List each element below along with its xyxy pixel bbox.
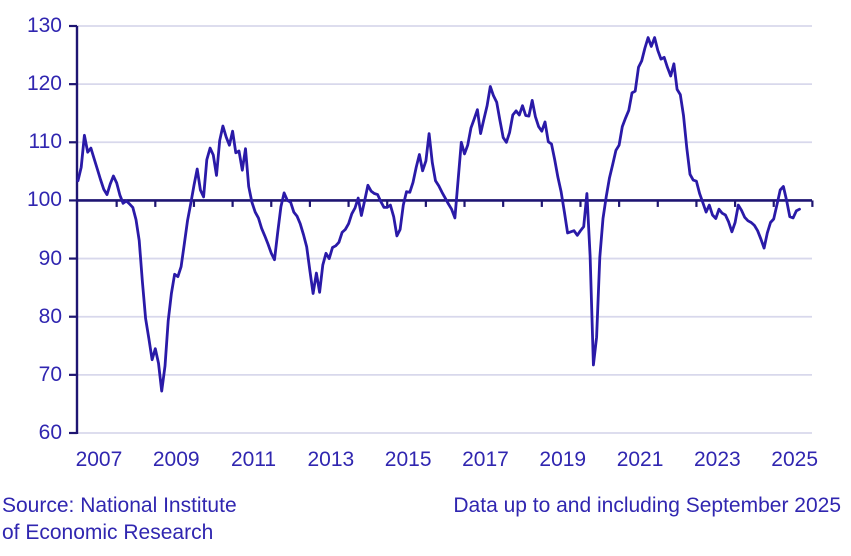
x-tick-label: 2015 [384,448,432,471]
x-tick-label: 2013 [307,448,355,471]
y-tick-label: 90 [38,246,62,270]
y-tick-label: 120 [26,72,62,96]
y-tick-label: 110 [28,130,62,154]
x-tick-label: 2011 [230,448,277,471]
source-text: Source: National Institute of Economic R… [2,492,237,546]
y-axis [69,24,79,435]
x-tick-label: 2009 [152,448,200,471]
y-tick-label: 100 [26,188,62,212]
series-path [76,36,801,393]
year-ticks [115,200,814,207]
x-tick-label: 2025 [771,448,819,471]
x-tick-label: 2023 [694,448,741,471]
x-tick-label: 2021 [616,448,664,471]
y-tick-label: 60 [38,421,62,444]
data-note: Data up to and including September 2025 [453,494,841,517]
source-line-1: Source: National Institute [2,494,237,517]
x-tick-label: 2017 [462,448,509,471]
source-line-2: of Economic Research [2,521,214,544]
x-tick-label: 2007 [75,448,123,471]
x-tick-label: 2019 [539,448,587,471]
y-tick-label: 130 [26,14,62,37]
data-line [76,36,801,393]
y-tick-label: 70 [38,362,62,386]
y-tick-label: 80 [38,304,62,328]
